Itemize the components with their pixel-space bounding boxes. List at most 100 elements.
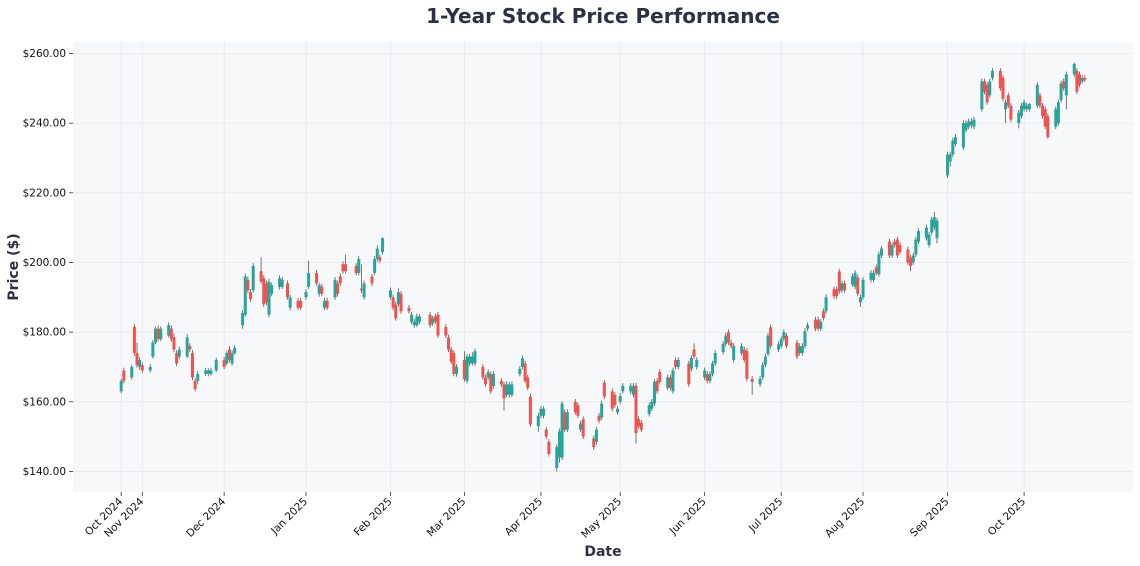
candle <box>518 365 522 377</box>
candle <box>473 348 477 366</box>
candle <box>206 368 210 377</box>
candle <box>407 304 411 314</box>
candle-body <box>647 405 651 414</box>
candle <box>1017 109 1021 129</box>
candle-body <box>890 245 894 256</box>
candle <box>462 351 466 382</box>
candle <box>708 371 712 384</box>
candle-body <box>381 238 385 253</box>
candle <box>172 333 176 352</box>
candle <box>840 280 844 293</box>
candle <box>618 393 622 405</box>
candle-body <box>953 137 957 145</box>
candle-body <box>357 258 361 273</box>
candle-body <box>576 405 580 416</box>
candle-body <box>227 349 231 360</box>
candle-body <box>819 321 823 329</box>
candle-body <box>557 431 561 458</box>
candle-body <box>243 276 247 315</box>
candle <box>806 322 810 332</box>
candle <box>961 120 965 150</box>
candle <box>544 426 548 440</box>
candles <box>119 62 1087 472</box>
candle <box>259 257 263 285</box>
candle <box>381 237 385 255</box>
candle <box>288 294 292 311</box>
candle <box>119 378 123 394</box>
candle-body <box>344 264 348 272</box>
candle-body <box>230 353 234 364</box>
candle <box>742 346 746 363</box>
x-tick-label: Jan 2025 <box>268 496 310 538</box>
candle-body <box>613 394 617 406</box>
candle-body <box>616 408 620 413</box>
candle <box>631 382 635 398</box>
candle-body <box>375 248 379 259</box>
candle <box>703 367 707 380</box>
candle-body <box>893 241 897 246</box>
candle-body <box>689 357 693 369</box>
candle-body <box>415 316 419 326</box>
candle <box>898 242 902 255</box>
candle-body <box>634 385 638 434</box>
candle-body <box>621 385 625 392</box>
candle <box>502 381 506 411</box>
candle <box>705 371 709 384</box>
candle-body <box>454 366 458 374</box>
candle-body <box>1072 63 1076 75</box>
candle <box>880 245 884 258</box>
candle <box>887 238 891 258</box>
candle <box>1038 92 1042 109</box>
candle-body <box>132 326 136 354</box>
candle-body <box>465 356 469 381</box>
candle <box>909 254 913 272</box>
candle <box>262 275 266 308</box>
candle <box>592 435 596 450</box>
candle <box>135 342 139 368</box>
candle-body <box>724 335 728 344</box>
candle <box>336 280 340 297</box>
candle <box>689 355 693 372</box>
candle-body <box>980 81 984 110</box>
candle-body <box>666 377 670 388</box>
candle-body <box>336 283 340 294</box>
candle <box>637 416 641 429</box>
candle <box>299 297 303 310</box>
candle <box>843 280 847 293</box>
candle-body <box>742 349 746 360</box>
candle <box>911 252 915 265</box>
candle-body <box>740 346 744 354</box>
candle-body <box>396 292 400 305</box>
candle-body <box>322 300 326 308</box>
candle-body <box>705 373 709 381</box>
candle <box>597 412 601 424</box>
candle-body <box>499 380 503 385</box>
candle-body <box>832 289 836 297</box>
candle-body <box>491 373 495 387</box>
candle-body <box>602 382 606 397</box>
candle <box>169 325 173 342</box>
y-tick-label: $240.00 <box>23 118 66 130</box>
candle <box>932 211 936 231</box>
candle <box>1025 102 1029 112</box>
candle <box>613 392 617 408</box>
candle <box>375 245 379 262</box>
candle <box>819 318 823 332</box>
candle <box>317 282 321 297</box>
y-axis-label: Price ($) <box>6 233 22 300</box>
candle <box>526 374 530 391</box>
candle-body <box>676 359 680 367</box>
candle <box>436 311 440 339</box>
candle <box>724 332 728 347</box>
candle-body <box>214 359 218 371</box>
candle <box>1046 113 1050 139</box>
candle-body <box>119 380 123 392</box>
candle <box>465 353 469 384</box>
candle <box>576 402 580 419</box>
candle-body <box>1062 81 1066 89</box>
candle-body <box>547 441 551 455</box>
candle-body <box>449 349 453 362</box>
candle <box>629 382 633 394</box>
candle <box>489 371 493 394</box>
candle <box>600 400 604 420</box>
